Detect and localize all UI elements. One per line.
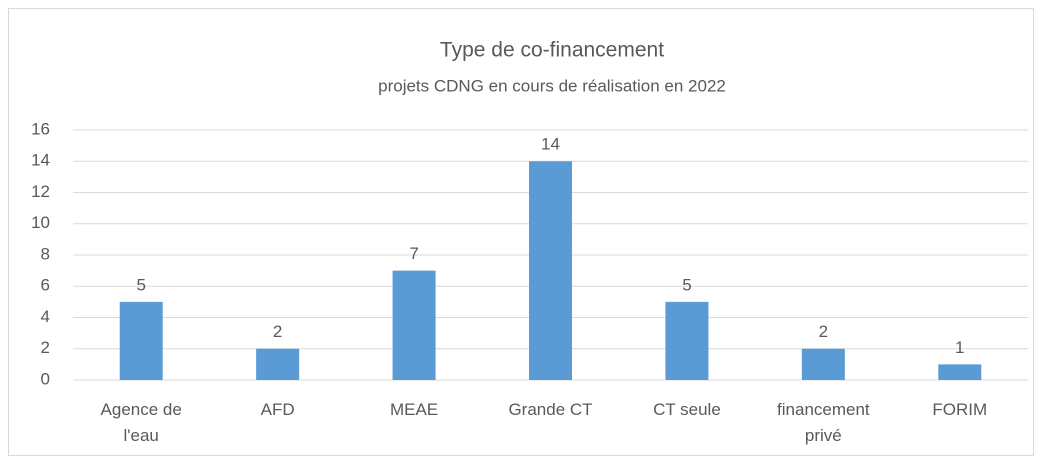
bar bbox=[801, 348, 845, 380]
data-label: 5 bbox=[136, 275, 145, 294]
data-label: 1 bbox=[955, 338, 964, 357]
y-tick-label: 16 bbox=[31, 119, 50, 138]
data-label: 7 bbox=[409, 244, 418, 263]
bar bbox=[392, 270, 436, 380]
y-tick-label: 2 bbox=[41, 338, 50, 357]
x-tick-label: MEAE bbox=[389, 400, 439, 419]
x-tick-label: Agence de l'eau bbox=[100, 400, 182, 445]
y-tick-label: 12 bbox=[31, 182, 50, 201]
chart-title: Type de co-financement bbox=[440, 39, 664, 62]
chart-border bbox=[8, 8, 1034, 456]
data-label: 2 bbox=[273, 322, 282, 341]
x-tick-label: financement privé bbox=[777, 400, 870, 445]
data-label: 14 bbox=[541, 135, 560, 154]
bar bbox=[119, 301, 163, 380]
y-tick-label: 6 bbox=[41, 276, 50, 295]
x-tick-label: CT seule bbox=[653, 400, 721, 419]
x-tick-label: FORIM bbox=[932, 400, 988, 419]
chart-subtitle: projets CDNG en cours de réalisation en … bbox=[378, 76, 726, 95]
x-tick-label: AFD bbox=[260, 400, 295, 419]
y-tick-label: 14 bbox=[31, 151, 50, 170]
y-tick-label: 4 bbox=[41, 307, 50, 326]
y-tick-label: 10 bbox=[31, 213, 50, 232]
bar bbox=[665, 301, 709, 380]
bar bbox=[938, 364, 982, 380]
y-tick-label: 0 bbox=[41, 369, 50, 388]
data-label: 5 bbox=[682, 275, 691, 294]
bar bbox=[256, 348, 300, 380]
bar bbox=[529, 161, 572, 380]
x-tick-label: Grande CT bbox=[508, 400, 593, 419]
y-tick-label: 8 bbox=[41, 244, 50, 263]
data-label: 2 bbox=[819, 322, 828, 341]
